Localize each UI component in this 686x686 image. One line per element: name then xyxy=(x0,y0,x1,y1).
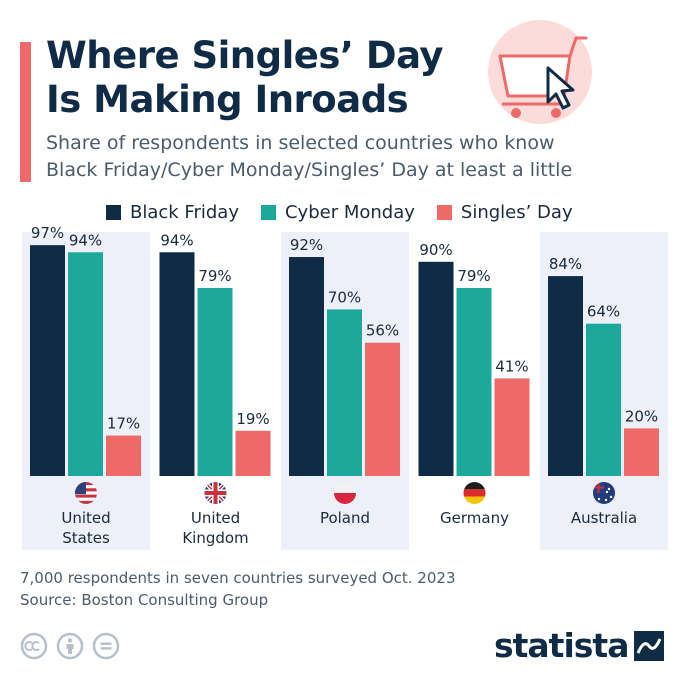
category-label-united-kingdom-line-1: United xyxy=(191,509,240,527)
category-label-united-states-line-2: States xyxy=(62,529,110,547)
subtitle: Share of respondents in selected countri… xyxy=(46,130,646,184)
bar-united-kingdom-cyber-monday xyxy=(197,287,233,476)
data-label-united-states-singles-day: 17% xyxy=(107,415,140,433)
bar-germany-black-friday xyxy=(418,261,454,476)
flag-au-icon xyxy=(593,482,615,504)
bar-australia-singles-day xyxy=(624,428,659,476)
legend-item-cyber-monday: Cyber Monday xyxy=(260,201,415,223)
subtitle-line-2: Black Friday/Cyber Monday/Singles’ Day a… xyxy=(46,159,573,181)
page-title: Where Singles’ Day Is Making Inroads xyxy=(46,34,466,122)
footnote-source: Source: Boston Consulting Group xyxy=(20,591,269,609)
bar-poland-cyber-monday xyxy=(327,309,362,476)
bar-germany-cyber-monday xyxy=(456,287,492,476)
bar-australia-black-friday xyxy=(548,276,583,476)
data-label-united-kingdom-black-friday: 94% xyxy=(160,231,193,249)
bar-chart: 97% 94% 17% United States 94% 79% 19% United King… xyxy=(22,224,668,550)
flag-pl-icon xyxy=(334,482,356,504)
license-icons xyxy=(20,632,128,660)
flag-de-icon xyxy=(463,482,486,504)
title-line-2: Is Making Inroads xyxy=(46,78,409,121)
flag-gb-icon xyxy=(204,482,227,504)
attribution-icon[interactable] xyxy=(56,632,84,660)
bar-poland-singles-day xyxy=(365,342,400,476)
legend-item-black-friday: Black Friday xyxy=(106,202,239,223)
data-label-united-kingdom-cyber-monday: 79% xyxy=(198,267,231,285)
legend-item-singles-day: Singles’ Day xyxy=(436,201,573,223)
title-accent-bar xyxy=(20,42,31,182)
category-label-united-kingdom-line-2: Kingdom xyxy=(182,529,248,547)
bar-poland-black-friday xyxy=(289,257,324,476)
bar-germany-singles-day xyxy=(494,378,530,476)
data-label-germany-singles-day: 41% xyxy=(495,357,528,375)
legend-swatch-black-friday xyxy=(106,204,121,220)
footnote-respondents: 7,000 respondents in seven countries sur… xyxy=(20,569,456,587)
bar-united-kingdom-black-friday xyxy=(159,252,195,476)
shopping-cart-cursor-icon xyxy=(488,20,592,124)
category-label-united-states-line-1: United xyxy=(61,509,110,527)
data-label-poland-singles-day: 56% xyxy=(366,322,399,340)
bar-united-kingdom-singles-day xyxy=(235,430,271,476)
data-label-united-kingdom-singles-day: 19% xyxy=(236,410,269,428)
brand-name: statista xyxy=(494,626,629,665)
data-label-united-states-cyber-monday: 94% xyxy=(69,231,102,249)
subtitle-line-1: Share of respondents in selected countri… xyxy=(46,132,555,154)
data-label-australia-cyber-monday: 64% xyxy=(587,303,620,321)
data-label-australia-black-friday: 84% xyxy=(549,255,582,273)
category-label-poland: Poland xyxy=(320,509,370,527)
chart-legend: Black Friday Cyber Monday Singles’ Day xyxy=(106,200,595,224)
category-label-australia: Australia xyxy=(571,509,637,527)
category-label-germany: Germany xyxy=(440,509,509,527)
statista-mark-icon xyxy=(634,630,665,661)
footnote: 7,000 respondents in seven countries sur… xyxy=(20,567,455,611)
data-label-germany-black-friday: 90% xyxy=(419,241,452,259)
no-derivatives-icon[interactable] xyxy=(92,632,120,660)
legend-swatch-cyber-monday xyxy=(260,204,276,220)
legend-label-black-friday: Black Friday xyxy=(130,201,239,223)
data-label-australia-singles-day: 20% xyxy=(625,407,658,425)
bar-australia-cyber-monday xyxy=(586,323,621,476)
bar-united-states-black-friday xyxy=(30,245,65,476)
creative-commons-icon[interactable] xyxy=(20,632,48,660)
data-label-united-states-black-friday: 97% xyxy=(31,224,64,242)
flag-us-icon xyxy=(75,482,97,504)
data-label-poland-cyber-monday: 70% xyxy=(328,288,361,306)
legend-label-cyber-monday: Cyber Monday xyxy=(284,201,415,223)
legend-label-singles-day: Singles’ Day xyxy=(460,201,573,223)
bar-united-states-cyber-monday xyxy=(68,252,103,476)
data-label-poland-black-friday: 92% xyxy=(290,236,323,254)
bar-united-states-singles-day xyxy=(106,435,141,476)
legend-swatch-singles-day xyxy=(436,204,452,220)
data-label-germany-cyber-monday: 79% xyxy=(457,267,490,285)
statista-logo[interactable]: statista xyxy=(494,626,665,665)
title-line-1: Where Singles’ Day xyxy=(46,34,444,77)
